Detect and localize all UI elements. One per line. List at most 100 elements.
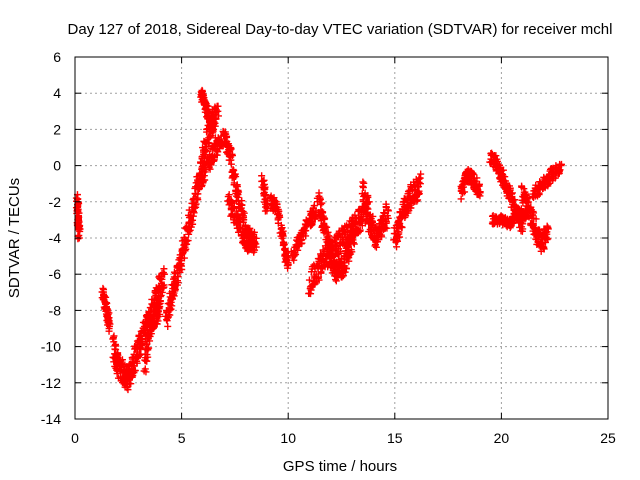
data-point: [342, 264, 350, 272]
data-point: [233, 181, 241, 189]
axis-ticks: [74, 56, 609, 420]
data-point: [528, 220, 536, 228]
data-point: [356, 226, 364, 234]
data-point: [415, 190, 423, 198]
data-point: [325, 260, 333, 268]
y-tick-label: -2: [49, 194, 62, 210]
data-point: [395, 230, 403, 238]
data-point: [368, 217, 376, 225]
data-point: [475, 181, 483, 189]
data-point: [337, 247, 345, 255]
data-point: [167, 306, 175, 314]
y-tick-label: 6: [53, 49, 61, 65]
data-point: [524, 199, 532, 207]
data-point: [413, 197, 421, 205]
data-point: [347, 246, 355, 254]
data-point: [133, 359, 141, 367]
data-point: [104, 321, 112, 329]
data-point: [201, 97, 209, 105]
chart-title: Day 127 of 2018, Sidereal Day-to-day VTE…: [68, 21, 613, 38]
y-tick-label: -8: [49, 302, 62, 318]
data-point: [212, 151, 220, 159]
data-point: [532, 215, 540, 223]
data-point: [459, 183, 467, 191]
data-point: [142, 357, 150, 365]
data-point: [181, 233, 189, 241]
data-point: [318, 209, 326, 217]
data-point: [228, 198, 236, 206]
data-point: [232, 173, 240, 181]
data-point: [227, 153, 235, 161]
data-point: [346, 237, 354, 245]
data-point: [457, 195, 465, 203]
data-point: [323, 223, 331, 231]
data-point: [74, 235, 82, 243]
data-point: [264, 199, 272, 207]
data-point: [140, 367, 148, 375]
data-point: [406, 204, 414, 212]
data-point: [315, 276, 323, 284]
data-point: [278, 234, 286, 242]
data-point: [469, 169, 477, 177]
x-tick-label: 5: [178, 430, 186, 446]
data-point: [544, 225, 552, 233]
data-point: [189, 216, 197, 224]
data-point: [154, 308, 162, 316]
data-point: [382, 200, 390, 208]
data-point: [225, 191, 233, 199]
data-point: [168, 302, 176, 310]
data-points: [72, 86, 565, 394]
data-point: [250, 234, 258, 242]
x-tick-label: 25: [600, 430, 616, 446]
data-point: [161, 270, 169, 278]
data-point: [124, 386, 132, 394]
data-point: [298, 236, 306, 244]
data-point: [539, 244, 547, 252]
data-point: [100, 293, 108, 301]
data-point: [544, 235, 552, 243]
data-point: [174, 273, 182, 281]
data-point: [207, 161, 215, 169]
data-point: [236, 224, 244, 232]
data-point: [194, 190, 202, 198]
data-point: [557, 162, 565, 170]
data-point: [126, 380, 134, 388]
y-tick-label: 4: [53, 85, 61, 101]
data-point: [292, 251, 300, 259]
data-point: [318, 199, 326, 207]
data-point: [501, 173, 509, 181]
data-point: [461, 188, 469, 196]
data-point: [203, 106, 211, 114]
data-point: [144, 346, 152, 354]
data-point: [396, 233, 404, 241]
data-point: [237, 218, 245, 226]
y-axis-label: SDTVAR / TECUs: [6, 178, 23, 298]
data-point: [158, 288, 166, 296]
data-point: [149, 324, 157, 332]
data-point: [166, 311, 174, 319]
y-tick-label: 2: [53, 121, 61, 137]
data-point: [156, 297, 164, 305]
data-point: [363, 204, 371, 212]
data-point: [238, 201, 246, 209]
data-point: [214, 107, 222, 115]
data-point: [416, 180, 424, 188]
data-point: [191, 201, 199, 209]
y-tick-label: 0: [53, 158, 61, 174]
data-point: [534, 226, 542, 234]
data-point: [273, 200, 281, 208]
data-point: [362, 192, 370, 200]
data-point: [321, 215, 329, 223]
data-point: [100, 286, 108, 294]
data-point: [186, 226, 194, 234]
data-point: [174, 279, 182, 287]
data-point: [317, 269, 325, 277]
data-point: [227, 160, 235, 168]
data-point: [224, 140, 232, 148]
data-point: [522, 190, 530, 198]
data-point: [180, 254, 188, 262]
y-tick-label: -10: [41, 339, 61, 355]
data-point: [473, 174, 481, 182]
data-point: [519, 225, 527, 233]
